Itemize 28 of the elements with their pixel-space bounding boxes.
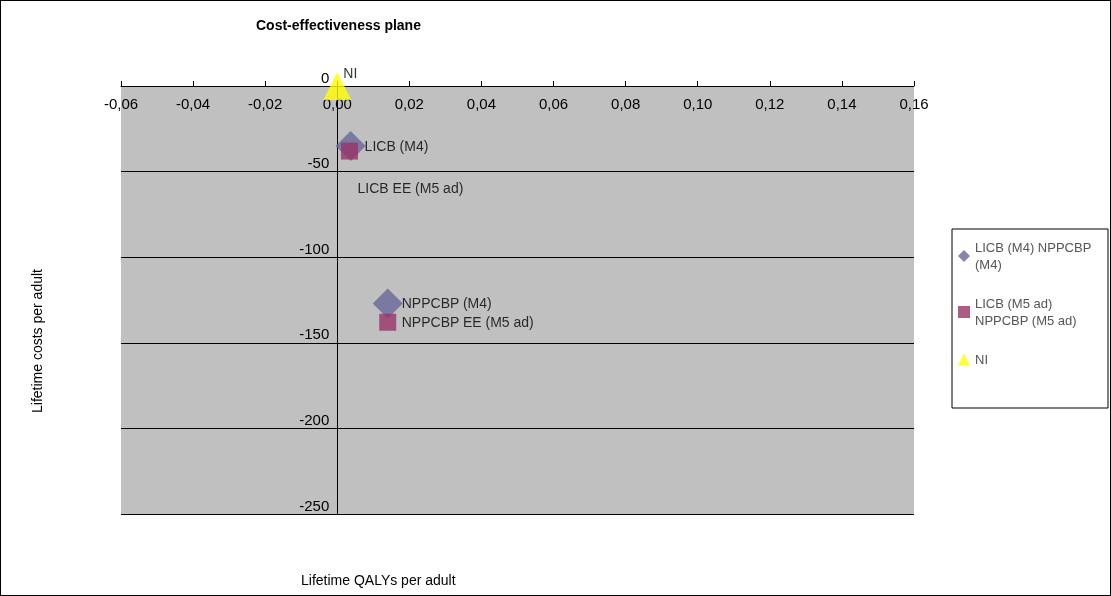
y-axis-title: Lifetime costs per adult <box>29 268 45 413</box>
annotation: NI <box>343 65 358 81</box>
chart-title: Cost-effectiveness plane <box>256 17 422 33</box>
x-tick-label: 0,12 <box>755 95 785 112</box>
x-tick-label: 0,14 <box>827 95 857 112</box>
annotation: LICB (M4) <box>364 137 429 154</box>
y-tick-label: -150 <box>299 325 330 343</box>
y-tick-label: -50 <box>307 154 330 172</box>
y-tick-label: 0 <box>320 68 330 86</box>
legend-label: LICB (M4) NPPCBP (M4) <box>975 240 1095 272</box>
x-tick-label: -0,02 <box>248 95 283 112</box>
x-tick-label: -0,06 <box>103 95 139 112</box>
x-tick-label: 0,04 <box>466 95 497 112</box>
legend-label: NI <box>975 352 988 367</box>
y-tick-label: -250 <box>299 496 330 514</box>
x-tick-label: 0,02 <box>394 95 424 112</box>
y-tick-label: -100 <box>299 239 330 257</box>
x-tick-label: 0,10 <box>683 95 713 112</box>
x-tick-label: 0,16 <box>899 95 929 112</box>
y-tick-label: -200 <box>299 410 330 428</box>
x-tick-label: 0,06 <box>538 95 569 112</box>
annotation: NPPCBP EE (M5 ad) <box>401 314 534 331</box>
x-tick-label: 0,08 <box>611 95 641 112</box>
legend-label: LICB (M5 ad) NPPCBP (M5 ad) <box>975 296 1077 328</box>
x-tick-label: -0,04 <box>175 95 211 112</box>
annotation: LICB EE (M5 ad) <box>357 180 464 197</box>
x-axis-title: Lifetime QALYs per adult <box>301 572 456 588</box>
annotation: NPPCBP (M4) <box>401 295 492 312</box>
